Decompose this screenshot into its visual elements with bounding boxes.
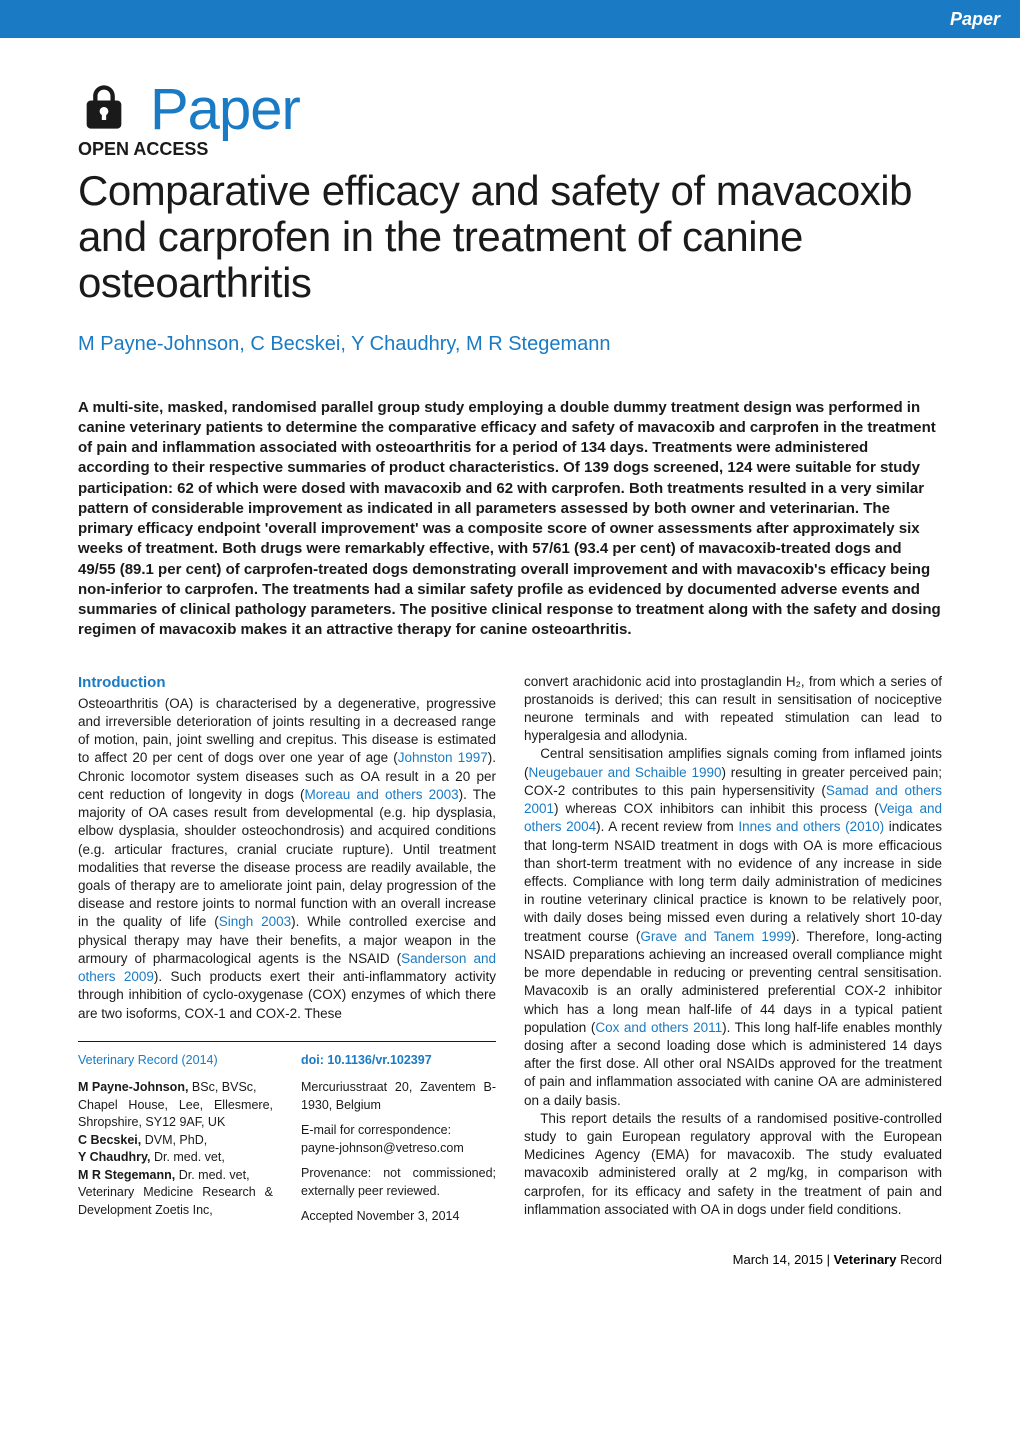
page-content: Paper OPEN ACCESS Comparative efficacy a… [0,38,1020,1246]
open-access-lock-icon [78,81,130,138]
citation-link[interactable]: Cox and others 2011 [595,1020,722,1035]
meta-left-col: Veterinary Record (2014) M Payne-Johnson… [78,1052,273,1226]
open-access-label: OPEN ACCESS [78,139,942,160]
introduction-heading: Introduction [78,673,496,693]
meta-right-col: doi: 10.1136/vr.102397 Mercuriusstraat 2… [301,1052,496,1226]
article-authors: M Payne-Johnson, C Becskei, Y Chaudhry, … [78,333,942,356]
footer-journal-rest: Record [896,1252,942,1267]
intro-paragraph-1: Osteoarthritis (OA) is characterised by … [78,695,496,1023]
journal-name: Veterinary Record (2014) [78,1052,218,1070]
footer-journal-bold: Veterinary [834,1252,897,1267]
body-paragraph: This report details the results of a ran… [524,1110,942,1219]
metadata-block: Veterinary Record (2014) M Payne-Johnson… [78,1041,496,1226]
citation-link[interactable]: Innes and others (2010) [738,819,884,834]
body-paragraph: Central sensitisation amplifies signals … [524,745,942,1109]
accepted-date: Accepted November 3, 2014 [301,1208,496,1226]
article-title: Comparative efficacy and safety of mavac… [78,168,942,307]
author-address: Veterinary Medicine Research & Developme… [78,1184,273,1219]
footer-date: March 14, 2015 | [733,1252,834,1267]
abstract-text: A multi-site, masked, randomised paralle… [78,398,942,641]
affiliation-address: Mercuriusstraat 20, Zaventem B-1930, Bel… [301,1079,496,1114]
correspondence-email: payne-johnson@vetreso.com [301,1140,496,1158]
page-footer: March 14, 2015 | Veterinary Record [0,1246,1020,1285]
author-affiliation: M Payne-Johnson, BSc, BVSc, [78,1079,273,1097]
citation-link[interactable]: Grave and Tanem 1999 [640,929,791,944]
author-address: Chapel House, Lee, Ellesmere, Shropshire… [78,1097,273,1132]
left-column: Introduction Osteoarthritis (OA) is char… [78,673,496,1226]
provenance-text: Provenance: not commissioned; externally… [301,1165,496,1200]
citation-link[interactable]: Moreau and others 2003 [304,787,458,802]
citation-link[interactable]: Johnston 1997 [398,750,488,765]
author-affiliation: C Becskei, DVM, PhD, [78,1132,273,1150]
doi: doi: 10.1136/vr.102397 [301,1053,432,1067]
citation-link[interactable]: Neugebauer and Schaible 1990 [529,765,722,780]
email-label: E-mail for correspondence: [301,1122,496,1140]
author-affiliation: M R Stegemann, Dr. med. vet, [78,1167,273,1185]
header-label: Paper [950,9,1000,30]
header-bar: Paper [0,0,1020,38]
citation-link[interactable]: Singh 2003 [219,914,291,929]
body-columns: Introduction Osteoarthritis (OA) is char… [78,673,942,1226]
paper-type-label: Paper [150,76,300,143]
title-icon-row: Paper [78,76,942,143]
right-column: convert arachidonic acid into prostaglan… [524,673,942,1226]
body-paragraph: convert arachidonic acid into prostaglan… [524,673,942,746]
author-affiliation: Y Chaudhry, Dr. med. vet, [78,1149,273,1167]
